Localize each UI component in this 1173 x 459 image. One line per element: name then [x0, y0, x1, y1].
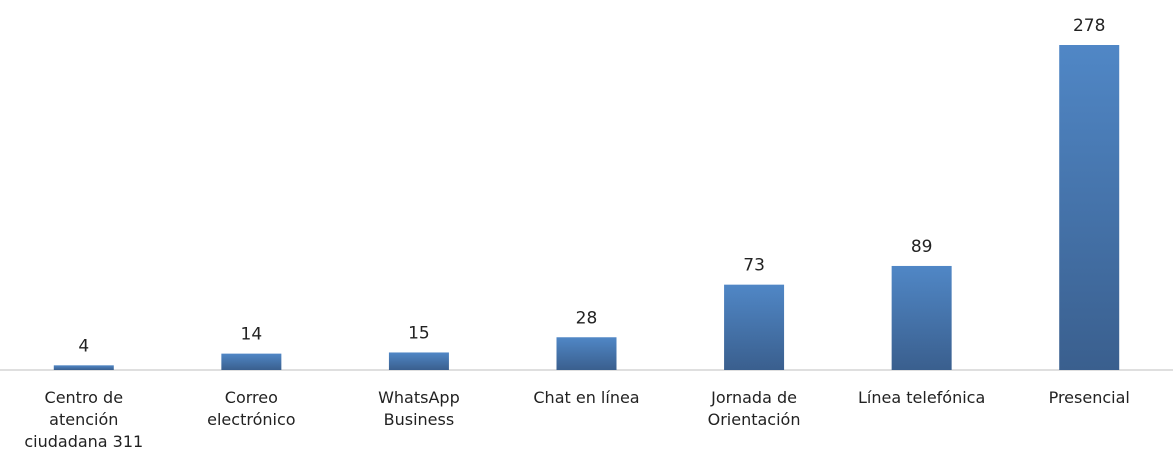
- x-tick-label: WhatsApp Business: [378, 388, 460, 429]
- x-tick-label: Jornada de Orientación: [707, 388, 801, 429]
- value-label: 278: [1073, 16, 1105, 36]
- bar: [724, 284, 785, 370]
- x-tick-label: Centro de atención ciudadana 311: [24, 388, 144, 451]
- bar: [1059, 45, 1120, 370]
- value-label: 89: [911, 237, 933, 257]
- bar: [556, 337, 617, 370]
- x-tick-label: Línea telefónica: [858, 388, 986, 407]
- bar: [388, 352, 449, 370]
- value-label: 15: [408, 323, 430, 343]
- value-label: 73: [743, 256, 765, 276]
- x-tick-label: Presencial: [1048, 388, 1130, 407]
- x-tick-label: Chat en línea: [533, 388, 640, 407]
- x-tick-label: Correo electrónico: [207, 388, 296, 429]
- value-label: 28: [576, 308, 598, 328]
- value-label: 4: [78, 336, 89, 356]
- value-label: 14: [241, 325, 263, 345]
- bar: [221, 353, 282, 370]
- bar: [53, 365, 114, 370]
- bar: [891, 265, 952, 370]
